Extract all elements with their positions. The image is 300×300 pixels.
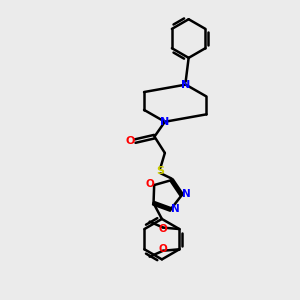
Text: S: S — [156, 166, 164, 176]
Text: O: O — [146, 178, 155, 189]
Text: O: O — [158, 244, 167, 254]
Text: N: N — [182, 189, 190, 199]
Text: N: N — [160, 117, 170, 127]
Text: N: N — [181, 80, 190, 90]
Text: O: O — [126, 136, 135, 146]
Text: O: O — [158, 224, 167, 234]
Text: N: N — [171, 204, 179, 214]
